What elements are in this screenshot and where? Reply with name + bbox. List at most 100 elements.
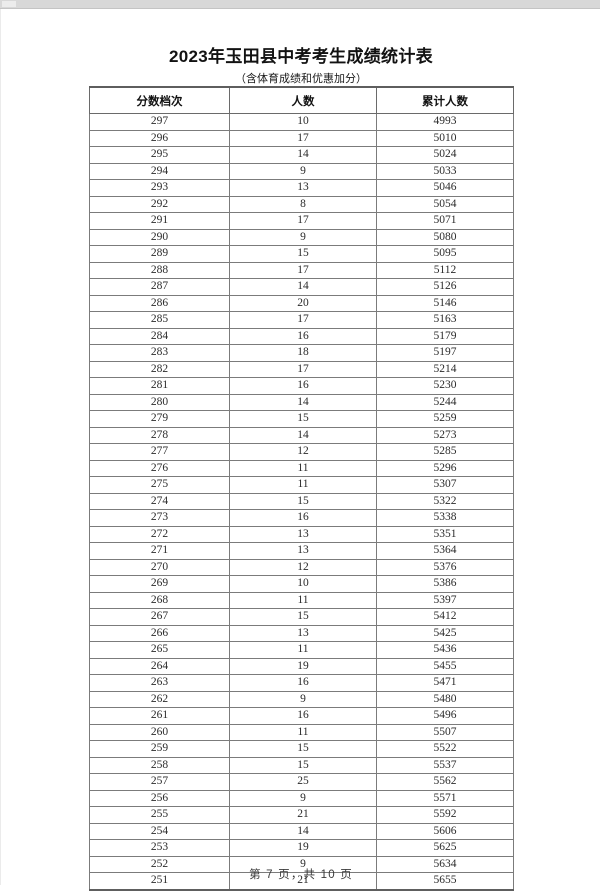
cell-score-band: 279	[89, 410, 230, 428]
table-row: 266 13 5425	[89, 624, 514, 642]
cell-count: 15	[229, 410, 377, 428]
cell-count: 14	[229, 426, 377, 444]
cell-count: 14	[229, 822, 377, 840]
cell-cumulative-count: 5080	[376, 228, 514, 246]
cell-count: 8	[229, 195, 377, 213]
cell-count: 16	[229, 377, 377, 395]
table-row: 291 17 5071	[89, 212, 514, 230]
cell-count: 13	[229, 624, 377, 642]
cell-score-band: 270	[89, 558, 230, 576]
table-row: 296 17 5010	[89, 129, 514, 147]
table-row: 255 21 5592	[89, 806, 514, 824]
table-header: 分数档次 人数 累计人数	[89, 86, 514, 114]
table-row: 257 25 5562	[89, 773, 514, 791]
cell-count: 19	[229, 657, 377, 675]
cell-cumulative-count: 5244	[376, 393, 514, 411]
table-row: 268 11 5397	[89, 591, 514, 609]
table-row: 286 20 5146	[89, 294, 514, 312]
cell-score-band: 284	[89, 327, 230, 345]
table-row: 279 15 5259	[89, 410, 514, 428]
cell-cumulative-count: 5376	[376, 558, 514, 576]
document-page: 2023年玉田县中考考生成绩统计表 （含体育成绩和优惠加分） 分数档次 人数 累…	[0, 9, 600, 891]
cell-cumulative-count: 5112	[376, 261, 514, 279]
table-row: 265 11 5436	[89, 641, 514, 659]
cell-cumulative-count: 5197	[376, 344, 514, 362]
cell-score-band: 276	[89, 459, 230, 477]
table-row: 253 19 5625	[89, 839, 514, 857]
cell-score-band: 273	[89, 509, 230, 527]
cell-count: 11	[229, 641, 377, 659]
table-row: 271 13 5364	[89, 542, 514, 560]
cell-count: 16	[229, 674, 377, 692]
cell-count: 12	[229, 443, 377, 461]
table-row: 278 14 5273	[89, 426, 514, 444]
cell-cumulative-count: 5571	[376, 789, 514, 807]
cell-score-band: 275	[89, 476, 230, 494]
cell-cumulative-count: 5054	[376, 195, 514, 213]
page-title: 2023年玉田县中考考生成绩统计表	[169, 47, 433, 66]
table-row: 256 9 5571	[89, 789, 514, 807]
cell-score-band: 294	[89, 162, 230, 180]
table-row: 288 17 5112	[89, 261, 514, 279]
cell-count: 11	[229, 591, 377, 609]
cell-count: 13	[229, 179, 377, 197]
cell-count: 10	[229, 575, 377, 593]
cell-score-band: 255	[89, 806, 230, 824]
cell-cumulative-count: 5338	[376, 509, 514, 527]
cell-count: 17	[229, 311, 377, 329]
cell-cumulative-count: 5273	[376, 426, 514, 444]
cell-count: 9	[229, 228, 377, 246]
cell-cumulative-count: 5259	[376, 410, 514, 428]
table-row: 263 16 5471	[89, 674, 514, 692]
cell-count: 10	[229, 113, 377, 131]
table-row: 282 17 5214	[89, 360, 514, 378]
cell-cumulative-count: 5364	[376, 542, 514, 560]
table-row: 283 18 5197	[89, 344, 514, 362]
cell-score-band: 285	[89, 311, 230, 329]
cell-cumulative-count: 5480	[376, 690, 514, 708]
cell-score-band: 274	[89, 492, 230, 510]
column-header-count: 人数	[229, 86, 377, 114]
cell-score-band: 286	[89, 294, 230, 312]
cell-cumulative-count: 5285	[376, 443, 514, 461]
table-row: 270 12 5376	[89, 558, 514, 576]
table-header-row: 分数档次 人数 累计人数	[89, 86, 514, 114]
cell-score-band: 271	[89, 542, 230, 560]
cell-count: 16	[229, 509, 377, 527]
cell-score-band: 257	[89, 773, 230, 791]
cell-score-band: 267	[89, 608, 230, 626]
cell-cumulative-count: 5507	[376, 723, 514, 741]
cell-count: 11	[229, 723, 377, 741]
score-statistics-table: 分数档次 人数 累计人数 297 10 4993 296 17 5010 295 14 5024…	[89, 86, 514, 891]
table-row: 261 16 5496	[89, 707, 514, 725]
cell-count: 25	[229, 773, 377, 791]
cell-score-band: 262	[89, 690, 230, 708]
cell-count: 17	[229, 360, 377, 378]
cell-cumulative-count: 5471	[376, 674, 514, 692]
cell-count: 14	[229, 393, 377, 411]
cell-cumulative-count: 5436	[376, 641, 514, 659]
cell-count: 20	[229, 294, 377, 312]
cell-score-band: 281	[89, 377, 230, 395]
cell-score-band: 265	[89, 641, 230, 659]
browser-tab-stub	[2, 1, 16, 7]
table-row: 294 9 5033	[89, 162, 514, 180]
table-row: 274 15 5322	[89, 492, 514, 510]
cell-count: 16	[229, 707, 377, 725]
table-row: 259 15 5522	[89, 740, 514, 758]
cell-count: 16	[229, 327, 377, 345]
cell-score-band: 256	[89, 789, 230, 807]
browser-chrome-strip	[0, 0, 600, 9]
score-table-container: 分数档次 人数 累计人数 297 10 4993 296 17 5010 295 14 5024…	[89, 86, 514, 891]
column-header-cumulative-count: 累计人数	[376, 86, 514, 114]
cell-cumulative-count: 5179	[376, 327, 514, 345]
cell-score-band: 268	[89, 591, 230, 609]
cell-score-band: 282	[89, 360, 230, 378]
table-row: 258 15 5537	[89, 756, 514, 774]
cell-score-band: 283	[89, 344, 230, 362]
cell-count: 15	[229, 245, 377, 263]
table-row: 264 19 5455	[89, 657, 514, 675]
cell-score-band: 263	[89, 674, 230, 692]
cell-score-band: 278	[89, 426, 230, 444]
table-row: 280 14 5244	[89, 393, 514, 411]
